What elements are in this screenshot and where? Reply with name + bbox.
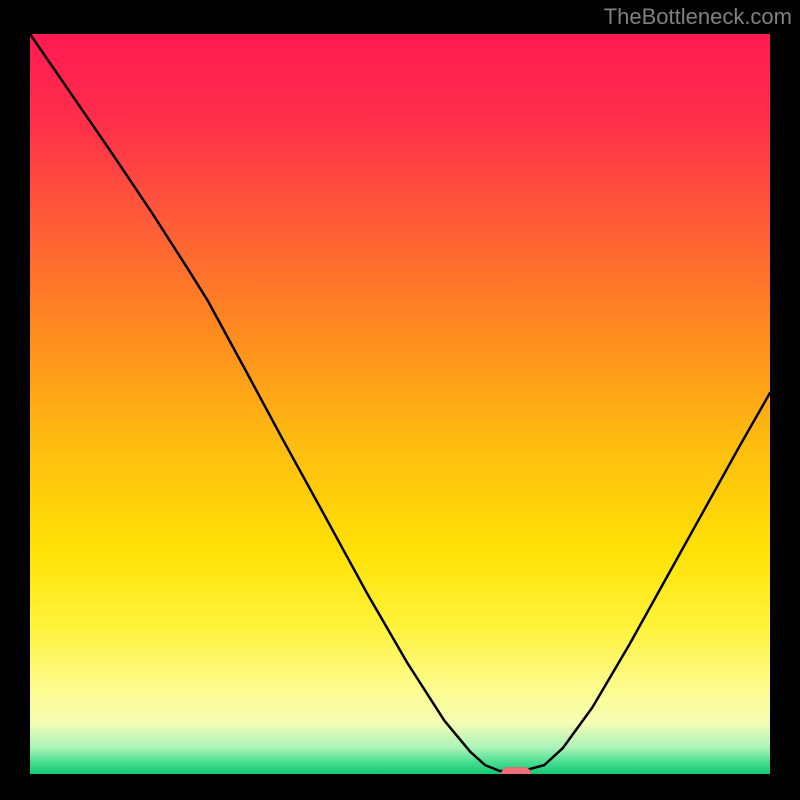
plot-area xyxy=(30,34,770,774)
chart-root: TheBottleneck.com xyxy=(0,0,800,800)
chart-svg xyxy=(30,34,770,774)
watermark-text: TheBottleneck.com xyxy=(604,4,792,30)
optimal-marker xyxy=(501,767,531,774)
chart-background xyxy=(30,34,770,774)
